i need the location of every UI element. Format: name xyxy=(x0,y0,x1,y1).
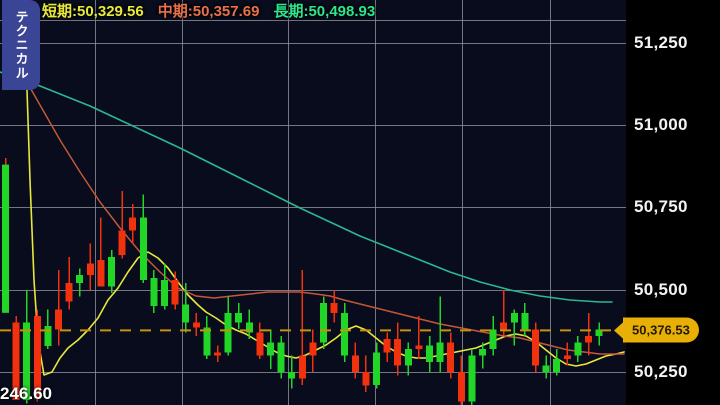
candle-body xyxy=(171,279,179,305)
candle-body xyxy=(44,326,52,346)
candle-wick xyxy=(57,270,60,346)
price-axis-tick-label: 50,500 xyxy=(634,279,688,299)
candle-body xyxy=(298,355,306,379)
candle-body xyxy=(97,260,105,287)
candle-body xyxy=(574,342,582,356)
horizontal-gridline xyxy=(0,207,626,208)
candle-body xyxy=(245,322,253,333)
candle-wick xyxy=(566,342,568,366)
candle-body xyxy=(542,365,550,373)
candle-body xyxy=(500,322,508,330)
candle-wick xyxy=(502,289,505,336)
candle-body xyxy=(86,263,94,275)
candle-body xyxy=(214,352,221,356)
chart-plot-area[interactable]: 短期:50,329.56 中期:50,357.69 長期:50,498.93 テクニ… xyxy=(0,0,626,405)
candle-wick xyxy=(100,217,102,270)
candle-body xyxy=(479,349,486,356)
candle-body xyxy=(288,372,296,379)
candle-body xyxy=(436,342,444,363)
candle-wick xyxy=(513,309,515,346)
candlestick-layer xyxy=(0,158,626,405)
technical-badge[interactable]: テクニカル xyxy=(2,0,40,90)
price-axis-tick-label: 51,250 xyxy=(634,32,688,52)
candle-body xyxy=(320,302,327,343)
candle-body xyxy=(553,358,561,373)
candle-body xyxy=(394,339,402,366)
candle-body xyxy=(192,322,200,328)
vertical-gridline xyxy=(95,0,96,405)
candle-body xyxy=(203,327,211,356)
candle-body xyxy=(139,217,147,280)
candle-body xyxy=(235,312,243,323)
horizontal-gridline xyxy=(0,290,626,291)
candle-body xyxy=(468,355,476,402)
candle-body xyxy=(341,312,349,356)
candle-body xyxy=(383,339,391,353)
horizontal-gridline xyxy=(0,20,626,21)
candle-wick xyxy=(301,270,304,386)
vertical-gridline xyxy=(182,0,183,405)
price-axis[interactable]: 51,250 51,000 50,750 50,500 50,250 50,376.53 xyxy=(614,0,720,405)
candle-body xyxy=(23,322,31,401)
horizontal-gridline xyxy=(0,372,626,373)
candle-body xyxy=(330,302,338,313)
technical-badge-label: テクニカル xyxy=(13,10,29,80)
price-axis-tick-label: 50,250 xyxy=(634,362,688,382)
candle-wick xyxy=(418,316,420,359)
candle-body xyxy=(150,278,158,307)
candle-body xyxy=(224,312,232,353)
candle-body xyxy=(373,352,380,386)
candle-wick xyxy=(439,296,441,372)
candle-body xyxy=(33,316,41,399)
candle-body xyxy=(55,309,62,330)
candle-body xyxy=(426,345,433,363)
candle-body xyxy=(256,332,264,356)
candle-wick xyxy=(587,312,590,356)
price-axis-tick-label: 50,750 xyxy=(634,197,688,217)
candle-body xyxy=(457,372,465,402)
price-tag-arrow-icon xyxy=(614,321,624,340)
candle-body xyxy=(585,335,592,343)
candle-wick xyxy=(68,256,70,310)
ma-line-短期 xyxy=(23,0,625,376)
vertical-gridline xyxy=(375,0,376,405)
price-axis-tick-label: 51,000 xyxy=(634,115,688,135)
vertical-gridline xyxy=(462,0,463,405)
candle-body xyxy=(129,217,137,231)
candle-body xyxy=(362,372,370,386)
candle-body xyxy=(309,342,317,356)
bottom-left-price-value: 246.60 xyxy=(0,384,52,403)
candle-body xyxy=(404,349,412,366)
horizontal-gridline xyxy=(0,125,626,126)
candle-body xyxy=(65,283,73,302)
current-price-tag: 50,376.53 xyxy=(614,317,699,343)
candle-body xyxy=(510,312,518,323)
candle-wick xyxy=(290,355,293,389)
candle-body xyxy=(108,256,115,287)
candle-body xyxy=(521,312,529,330)
candle-body xyxy=(489,329,497,350)
candle-body xyxy=(351,355,359,373)
candle-body xyxy=(595,329,603,336)
candle-body xyxy=(182,304,190,323)
candle-body xyxy=(161,279,168,307)
ma-line-長期 xyxy=(0,71,613,303)
candle-body xyxy=(563,355,571,359)
candle-body xyxy=(277,342,285,372)
candle-body xyxy=(415,345,423,349)
candle-wick xyxy=(121,191,123,259)
candle-body xyxy=(2,164,9,313)
candle-body xyxy=(532,329,539,366)
horizontal-gridline xyxy=(0,43,626,44)
candle-body xyxy=(267,342,274,356)
candle-body xyxy=(447,342,455,372)
candle-body xyxy=(12,322,20,401)
candle-body xyxy=(76,274,84,284)
current-price-value: 50,376.53 xyxy=(623,317,699,343)
candle-body xyxy=(118,230,126,256)
vertical-gridline xyxy=(550,0,551,405)
